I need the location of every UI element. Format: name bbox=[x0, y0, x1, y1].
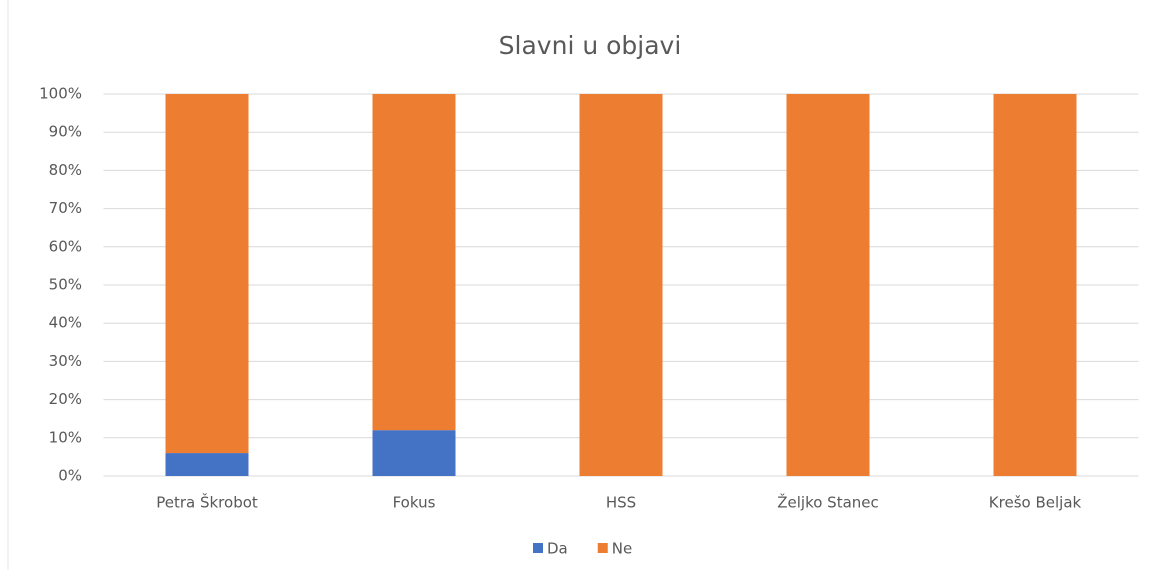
x-tick-label: HSS bbox=[606, 494, 636, 512]
y-tick-label: 0% bbox=[58, 467, 82, 485]
legend-label: Ne bbox=[612, 540, 632, 558]
y-tick-label: 60% bbox=[49, 237, 82, 255]
bar-segment bbox=[372, 94, 456, 431]
legend-swatch bbox=[533, 543, 543, 553]
bar-segment bbox=[993, 94, 1077, 476]
y-tick-label: 90% bbox=[49, 123, 82, 141]
legend-label: Da bbox=[547, 540, 568, 558]
y-tick-label: 50% bbox=[49, 276, 82, 294]
y-tick-label: 100% bbox=[39, 85, 82, 103]
bar-segment bbox=[372, 430, 456, 476]
y-tick-label: 20% bbox=[49, 390, 82, 408]
x-tick-label: Petra Škrobot bbox=[156, 493, 258, 512]
bar-segment bbox=[579, 94, 663, 476]
bar-segment bbox=[165, 94, 249, 454]
y-tick-label: 80% bbox=[49, 161, 82, 179]
y-tick-label: 10% bbox=[49, 428, 82, 446]
bar-segment bbox=[786, 94, 870, 476]
legend-swatch bbox=[597, 543, 608, 553]
chart-title: Slavni u objavi bbox=[499, 31, 682, 60]
bar-segment bbox=[165, 453, 249, 476]
y-tick-label: 70% bbox=[49, 199, 82, 217]
x-tick-label: Fokus bbox=[393, 494, 436, 512]
x-tick-label: Željko Stanec bbox=[777, 493, 879, 512]
y-tick-label: 30% bbox=[49, 352, 82, 370]
x-tick-label: Krešo Beljak bbox=[989, 494, 1082, 512]
y-tick-label: 40% bbox=[49, 314, 82, 332]
